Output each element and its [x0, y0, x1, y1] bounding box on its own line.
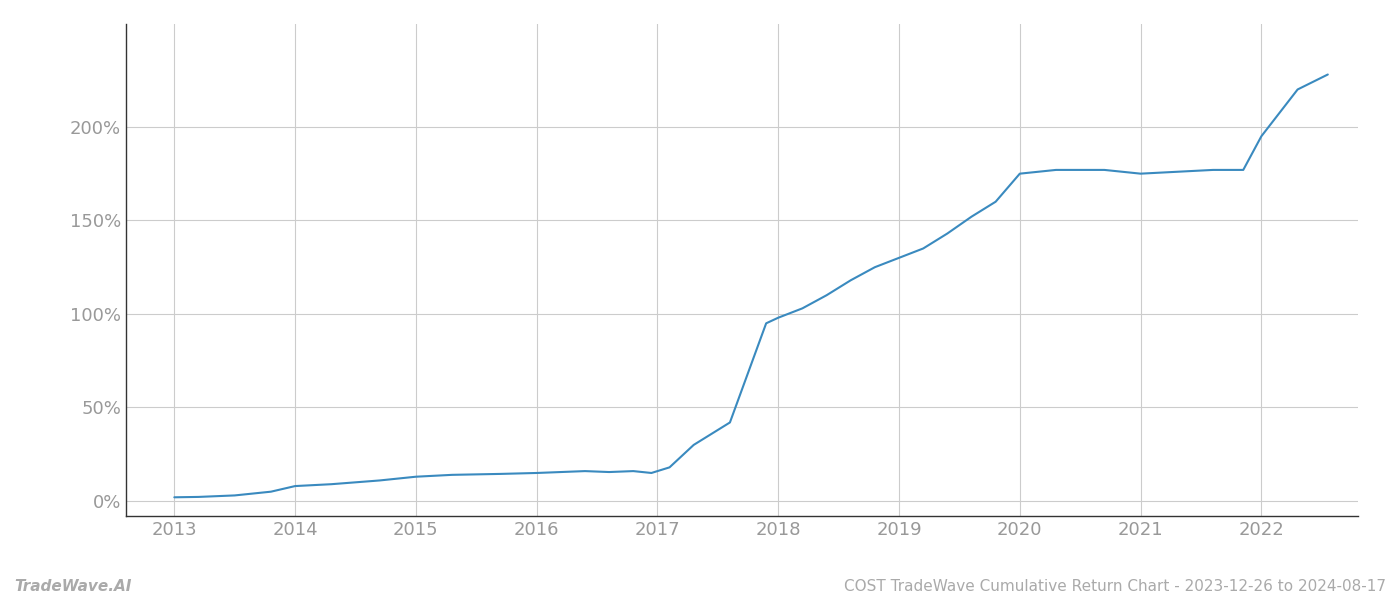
Text: TradeWave.AI: TradeWave.AI	[14, 579, 132, 594]
Text: COST TradeWave Cumulative Return Chart - 2023-12-26 to 2024-08-17: COST TradeWave Cumulative Return Chart -…	[844, 579, 1386, 594]
